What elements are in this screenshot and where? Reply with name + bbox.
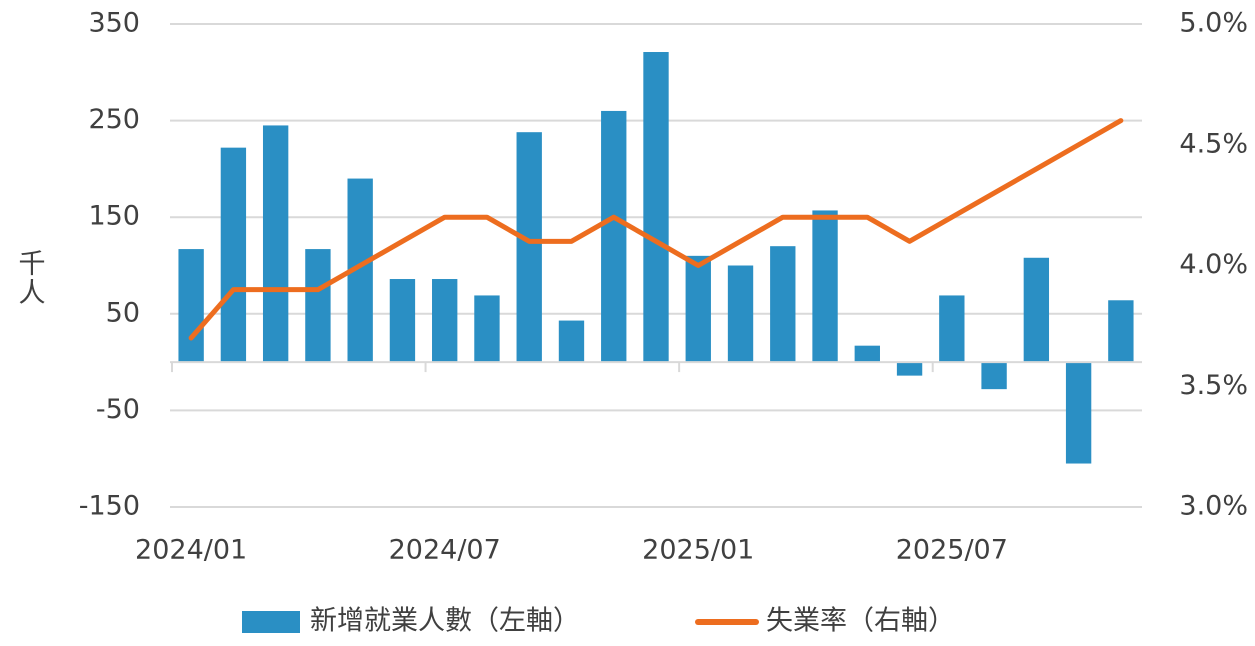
bar [305,249,331,363]
y-tick-label: -150 [79,491,140,522]
bar [939,295,965,363]
y-tick-label: -50 [96,394,140,425]
bar [727,265,754,363]
y-axis-label: 千人 [14,249,45,307]
bar [854,345,880,363]
y-tick-label: 50 [106,297,140,328]
y2-tick-label: 4.0% [1179,249,1248,280]
bar [220,147,247,363]
legend-label: 新增就業人數（左軸） [310,606,580,637]
bar [601,110,627,363]
bar [474,295,500,363]
bar [516,132,542,363]
bar [896,362,923,376]
bar [812,210,838,363]
bar [1023,257,1050,363]
bar [1108,300,1134,363]
bar [981,362,1007,390]
y2-tick-label: 4.5% [1179,128,1248,159]
y-tick-label: 150 [88,201,140,232]
bar [770,246,796,363]
x-tick-label: 2025/07 [896,535,1008,566]
bar [262,125,289,363]
x-tick-label: 2024/07 [389,535,501,566]
y2-tick-label: 5.0% [1179,8,1248,39]
x-tick-label: 2025/01 [642,535,754,566]
y-tick-label: 350 [88,8,140,39]
bar [1065,362,1092,464]
x-tick-label: 2024/01 [135,535,247,566]
y-tick-label: 250 [88,104,140,135]
bar [178,249,204,363]
bar [643,52,669,363]
bar [558,320,585,363]
bar [685,255,711,363]
legend-swatch [242,611,300,633]
bar [432,279,458,363]
line [188,118,1124,341]
y2-tick-label: 3.0% [1179,491,1248,522]
legend-label: 失業率（右軸） [766,606,955,637]
y2-tick-label: 3.5% [1179,370,1248,401]
bar [389,279,416,363]
